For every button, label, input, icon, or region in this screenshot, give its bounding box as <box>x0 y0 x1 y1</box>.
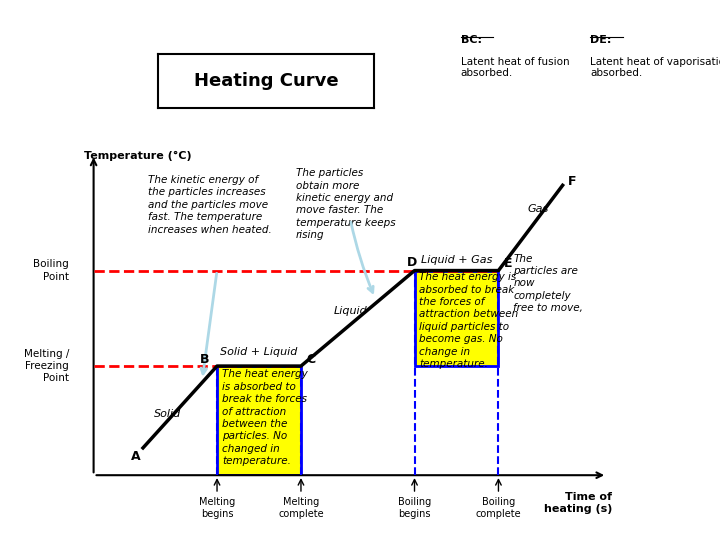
Text: The heat energy
is absorbed to
break the forces
of attraction
between the
partic: The heat energy is absorbed to break the… <box>222 369 307 466</box>
Text: The heat energy is
absorbed to break
the forces of
attraction between
liquid par: The heat energy is absorbed to break the… <box>420 272 518 369</box>
Text: The particles
obtain more
kinetic energy and
move faster. The
temperature keeps
: The particles obtain more kinetic energy… <box>296 168 396 240</box>
Text: A: A <box>131 450 140 463</box>
Text: Liquid + Gas: Liquid + Gas <box>420 255 492 265</box>
Text: Temperature (°C): Temperature (°C) <box>84 151 192 161</box>
Text: C: C <box>306 353 315 366</box>
Text: F: F <box>568 176 577 188</box>
Text: The
particles are
now
completely
free to move,: The particles are now completely free to… <box>513 253 583 313</box>
Text: The kinetic energy of
the particles increases
and the particles move
fast. The t: The kinetic energy of the particles incr… <box>148 175 271 235</box>
Text: D: D <box>407 255 417 268</box>
Text: Solid + Liquid: Solid + Liquid <box>220 347 297 357</box>
Text: Melting /
Freezing
Point: Melting / Freezing Point <box>24 349 69 383</box>
Text: B: B <box>200 353 210 366</box>
Text: Latent heat of vaporisation
absorbed.: Latent heat of vaporisation absorbed. <box>590 57 720 78</box>
Text: Melting
complete: Melting complete <box>278 497 324 519</box>
Bar <box>415 271 498 366</box>
Text: Latent heat of fusion
absorbed.: Latent heat of fusion absorbed. <box>461 57 570 78</box>
Text: Time of
heating (s): Time of heating (s) <box>544 492 612 514</box>
Text: DE:: DE: <box>590 35 612 45</box>
Text: Liquid: Liquid <box>334 307 368 316</box>
Text: Boiling
begins: Boiling begins <box>398 497 431 519</box>
Text: Boiling
Point: Boiling Point <box>33 259 69 282</box>
Text: Gas: Gas <box>527 204 549 214</box>
Text: Solid: Solid <box>154 409 181 419</box>
Text: Heating Curve: Heating Curve <box>194 72 338 90</box>
Bar <box>217 366 301 475</box>
Text: Melting
begins: Melting begins <box>199 497 235 519</box>
Text: BC:: BC: <box>461 35 482 45</box>
Text: Boiling
complete: Boiling complete <box>476 497 521 519</box>
Text: E: E <box>504 257 513 270</box>
